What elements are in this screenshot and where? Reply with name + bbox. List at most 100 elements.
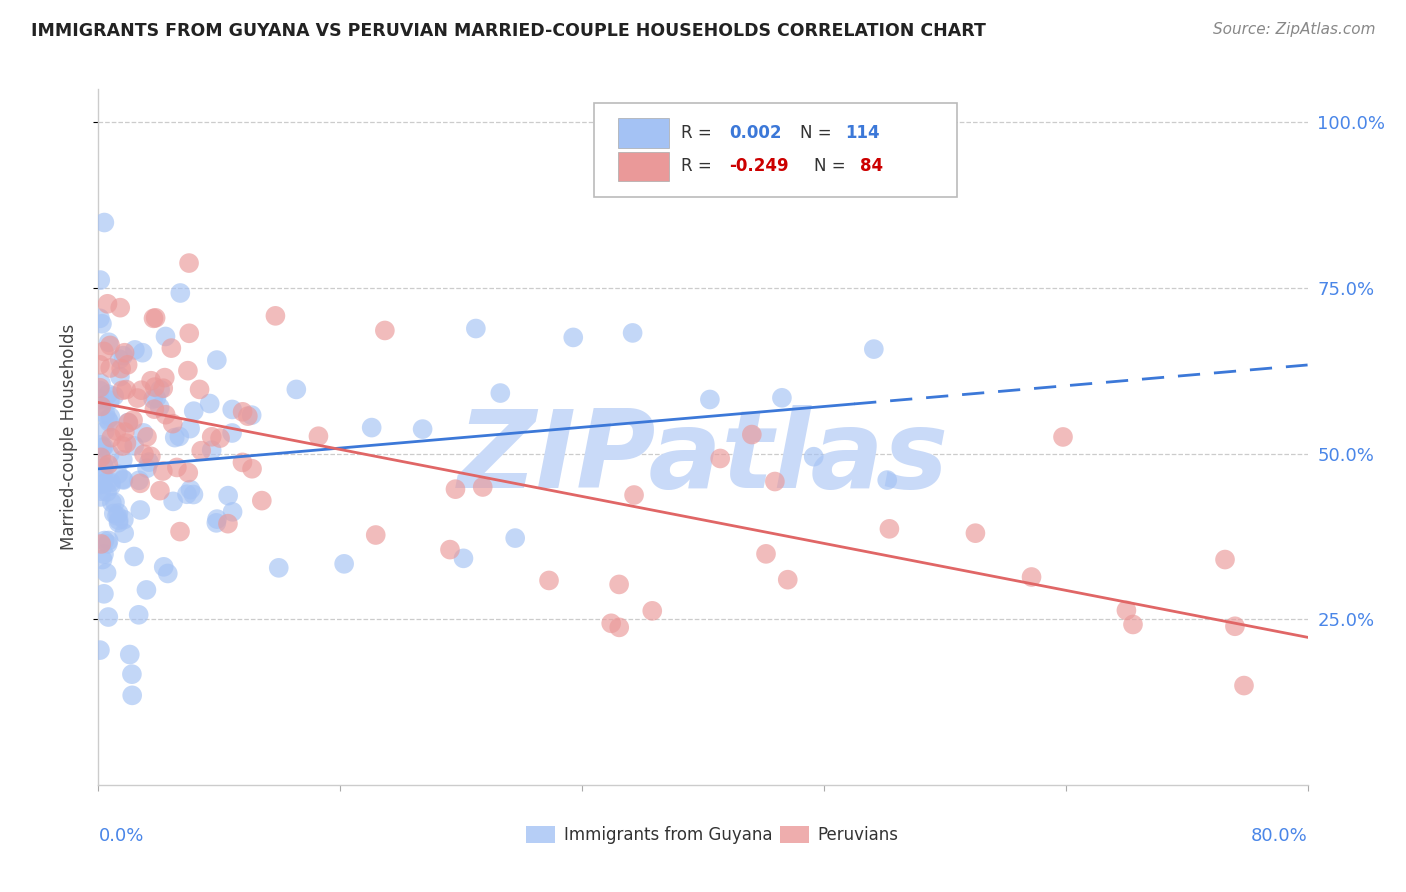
Text: Peruvians: Peruvians — [818, 826, 898, 844]
Point — [1052, 430, 1074, 444]
Point — [641, 604, 664, 618]
Point — [97, 412, 120, 426]
Point — [112, 472, 135, 486]
Point — [179, 326, 201, 341]
Point — [90, 400, 112, 414]
Point — [129, 503, 152, 517]
Point — [152, 464, 174, 478]
Point — [105, 508, 128, 523]
Text: 84: 84 — [860, 157, 883, 176]
Text: Source: ZipAtlas.com: Source: ZipAtlas.com — [1212, 22, 1375, 37]
Point — [600, 616, 623, 631]
Point — [217, 516, 239, 531]
Point — [98, 361, 121, 376]
Point — [205, 516, 228, 530]
Point — [89, 477, 111, 491]
Point — [863, 342, 886, 356]
Point — [250, 493, 273, 508]
Text: -0.249: -0.249 — [730, 157, 789, 176]
Point — [97, 458, 120, 472]
Point — [198, 396, 221, 410]
Point — [1223, 619, 1246, 633]
Point — [209, 431, 232, 445]
Point — [201, 443, 224, 458]
Point — [117, 358, 139, 372]
Point — [90, 537, 112, 551]
Point — [169, 429, 191, 443]
Point — [89, 490, 111, 504]
Point — [122, 413, 145, 427]
Point — [177, 256, 200, 270]
Point — [879, 522, 901, 536]
Point — [221, 505, 243, 519]
Point — [138, 455, 160, 469]
Point — [803, 450, 825, 464]
Point — [107, 506, 129, 520]
Point — [169, 524, 191, 539]
Point — [236, 409, 259, 424]
Text: R =: R = — [682, 124, 717, 142]
Point — [94, 424, 117, 438]
Point — [89, 273, 111, 287]
Point — [107, 513, 129, 527]
Point — [699, 392, 721, 407]
FancyBboxPatch shape — [619, 119, 669, 148]
Point — [100, 431, 122, 445]
Point — [115, 383, 138, 397]
Point — [105, 424, 128, 438]
Point — [90, 450, 112, 465]
Point — [96, 566, 118, 580]
Point — [264, 309, 287, 323]
Point — [127, 391, 149, 405]
Point — [96, 297, 118, 311]
Point — [152, 381, 174, 395]
Point — [240, 408, 263, 422]
Point — [188, 383, 211, 397]
Point — [98, 415, 121, 429]
Point — [112, 526, 135, 541]
Point — [112, 513, 135, 527]
Point — [453, 551, 475, 566]
Point — [103, 389, 125, 403]
Point — [149, 400, 172, 414]
Point — [179, 483, 201, 497]
Point — [489, 386, 512, 401]
Point — [112, 473, 135, 487]
Point — [444, 482, 467, 496]
Text: 114: 114 — [845, 124, 880, 142]
Point — [741, 427, 763, 442]
Point — [97, 335, 120, 350]
Point — [152, 559, 174, 574]
Point — [776, 573, 799, 587]
Point — [166, 460, 188, 475]
Point — [132, 425, 155, 440]
FancyBboxPatch shape — [619, 152, 669, 181]
Point — [107, 516, 129, 530]
Point — [155, 408, 177, 422]
FancyBboxPatch shape — [526, 826, 555, 843]
Point — [205, 512, 228, 526]
Point — [93, 440, 115, 454]
Text: R =: R = — [682, 157, 717, 176]
Point — [122, 439, 145, 453]
Point — [755, 547, 778, 561]
Text: Immigrants from Guyana: Immigrants from Guyana — [564, 826, 772, 844]
Point — [94, 407, 117, 421]
Point — [96, 484, 118, 499]
Point — [607, 620, 630, 634]
Point — [131, 345, 153, 359]
Point — [285, 383, 308, 397]
Point — [267, 561, 290, 575]
Point — [107, 467, 129, 482]
Point — [537, 574, 560, 588]
Point — [91, 552, 114, 566]
Point — [93, 458, 115, 473]
Y-axis label: Married-couple Households: Married-couple Households — [59, 324, 77, 550]
Point — [621, 326, 644, 340]
Point — [142, 392, 165, 406]
Point — [307, 429, 329, 443]
Text: N =: N = — [814, 157, 851, 176]
Point — [709, 451, 731, 466]
Point — [333, 557, 356, 571]
Point — [169, 285, 191, 300]
